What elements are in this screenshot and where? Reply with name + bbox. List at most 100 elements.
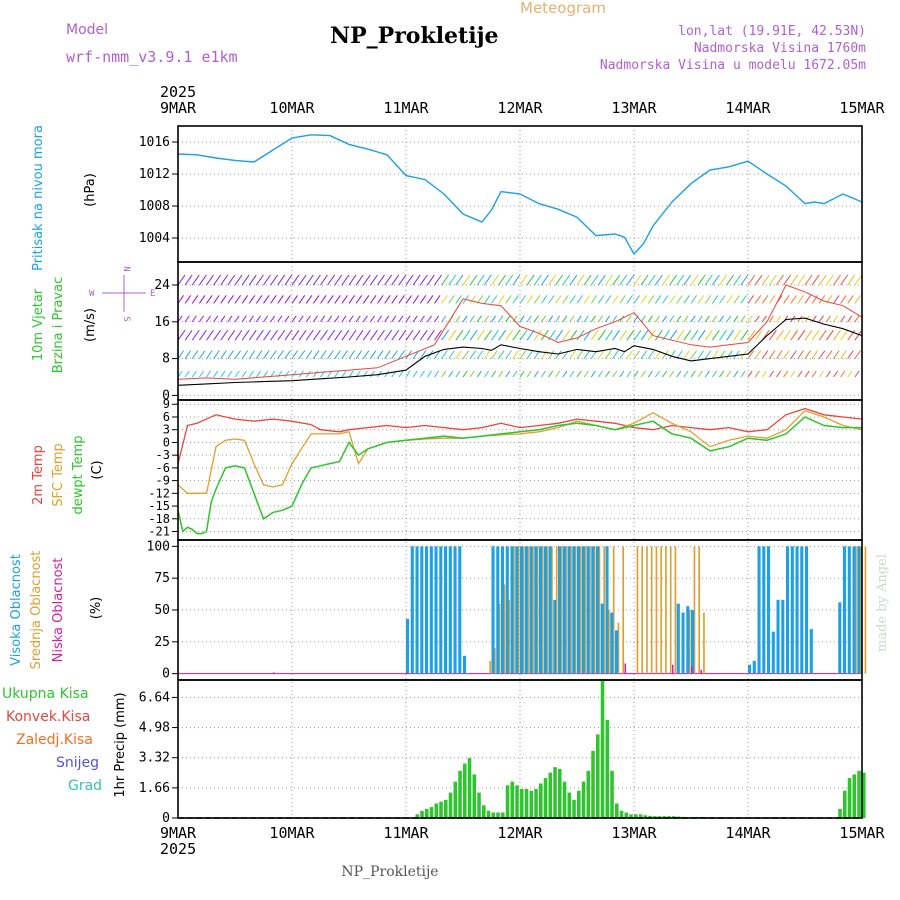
wind-barb bbox=[690, 329, 699, 341]
precip-bar bbox=[491, 812, 496, 818]
wind-barb bbox=[320, 315, 326, 323]
wind-barb bbox=[327, 350, 334, 359]
wind-barb bbox=[419, 370, 425, 378]
wind-barb bbox=[825, 315, 831, 323]
wind-barb bbox=[255, 370, 261, 378]
wind-barb bbox=[740, 370, 746, 378]
mid-cloud-bar bbox=[660, 546, 663, 674]
wind-barb bbox=[341, 329, 350, 341]
wind-barb bbox=[583, 295, 591, 304]
mid-cloud-bar bbox=[522, 546, 525, 674]
wind-barb bbox=[270, 274, 279, 286]
high-cloud-bar bbox=[809, 629, 813, 674]
wind-barb bbox=[768, 370, 774, 378]
precip-bar bbox=[653, 816, 657, 818]
wind-barb bbox=[462, 329, 471, 341]
wind-barb bbox=[576, 274, 585, 286]
pressure-tick-label: 1004 bbox=[139, 231, 170, 246]
wind-barb bbox=[640, 350, 648, 359]
time-label-bottom: 10MAR bbox=[269, 824, 315, 842]
wind-barb bbox=[469, 329, 478, 341]
wind-barb bbox=[776, 329, 784, 341]
wind-barb bbox=[726, 315, 732, 323]
wind-barb bbox=[548, 295, 555, 304]
wind-barb bbox=[562, 370, 568, 378]
wind-barb bbox=[818, 274, 827, 286]
wind-barb bbox=[576, 295, 584, 304]
compass-e: E bbox=[150, 289, 155, 299]
wind-barb bbox=[733, 295, 740, 304]
wind-barb bbox=[206, 370, 212, 378]
wind-barb bbox=[647, 329, 656, 341]
wind-barb bbox=[647, 295, 655, 304]
time-label-bottom: 9MAR bbox=[160, 824, 197, 842]
wind-barb bbox=[847, 329, 856, 341]
wind-barb bbox=[405, 370, 411, 378]
time-label-top: 15MAR bbox=[839, 99, 885, 117]
wind-barb bbox=[797, 274, 806, 286]
precip-bar bbox=[577, 790, 581, 818]
high-cloud-bar bbox=[562, 546, 566, 674]
wind-barb bbox=[654, 295, 662, 304]
wind-barb bbox=[263, 274, 271, 286]
temp-tick-label: 9 bbox=[163, 397, 170, 411]
high-cloud-bar bbox=[600, 603, 604, 674]
wind-barb bbox=[227, 274, 236, 286]
wind-barb bbox=[733, 350, 740, 359]
wind-barb bbox=[320, 350, 327, 359]
wind-barb bbox=[405, 315, 411, 323]
wind-barb bbox=[270, 329, 279, 341]
wind-barb bbox=[697, 370, 703, 378]
wind-barb bbox=[234, 370, 240, 378]
wind-barb bbox=[825, 370, 831, 378]
wind-barb bbox=[213, 274, 222, 286]
footer-station: NP_Prokletije bbox=[341, 864, 438, 880]
precip-bar bbox=[605, 719, 610, 818]
wind-tick-label: 0 bbox=[162, 388, 170, 403]
wind-barb bbox=[469, 315, 475, 323]
wind-barb bbox=[590, 329, 599, 341]
precip-bar bbox=[648, 815, 652, 818]
wind-barb bbox=[469, 370, 475, 378]
pressure-ylabel: Pritisak na nivou mora bbox=[31, 125, 46, 271]
wind-tick-label: 24 bbox=[154, 278, 170, 293]
precip-legend-item: Ukupna Kisa bbox=[2, 686, 89, 702]
wind-barb bbox=[191, 274, 200, 286]
wind-barb bbox=[776, 350, 783, 359]
wind-barb bbox=[177, 274, 186, 286]
wind-barb bbox=[711, 295, 719, 304]
wind-barb bbox=[476, 370, 482, 378]
wind-barb bbox=[277, 274, 286, 286]
wind-barb bbox=[434, 350, 441, 359]
precip-bar bbox=[515, 785, 519, 818]
wind-barb bbox=[811, 274, 820, 286]
wind-barb bbox=[384, 350, 391, 359]
precip-bar bbox=[510, 781, 515, 818]
wind-barb bbox=[647, 370, 653, 378]
wind-barb bbox=[697, 315, 703, 323]
wind-barb bbox=[277, 350, 284, 359]
wind-barb bbox=[398, 329, 407, 341]
wind-barb bbox=[833, 329, 841, 341]
wind-barb bbox=[569, 350, 576, 359]
wind-barb bbox=[811, 329, 820, 341]
wind-barb bbox=[590, 274, 599, 286]
wind-barb bbox=[761, 370, 767, 378]
wind-barb bbox=[719, 295, 726, 304]
precip-bar bbox=[539, 783, 543, 818]
wind-barb bbox=[740, 295, 747, 304]
high-cloud-bar bbox=[410, 546, 414, 674]
wind-barb bbox=[512, 370, 518, 378]
low-cloud-bar bbox=[691, 666, 693, 674]
wind-barb bbox=[633, 274, 642, 286]
precip-bar bbox=[558, 768, 562, 818]
wind-barb bbox=[555, 350, 562, 359]
mid-cloud-bar bbox=[570, 546, 572, 674]
wind-barb bbox=[669, 315, 675, 323]
precip-bar bbox=[543, 778, 548, 818]
wind-barb bbox=[833, 370, 839, 378]
temp-ylabel-3: dewpt Temp bbox=[71, 435, 86, 514]
wind-barb bbox=[241, 274, 250, 286]
wind-barb bbox=[341, 350, 348, 359]
pressure-tick-label: 1008 bbox=[139, 199, 170, 214]
